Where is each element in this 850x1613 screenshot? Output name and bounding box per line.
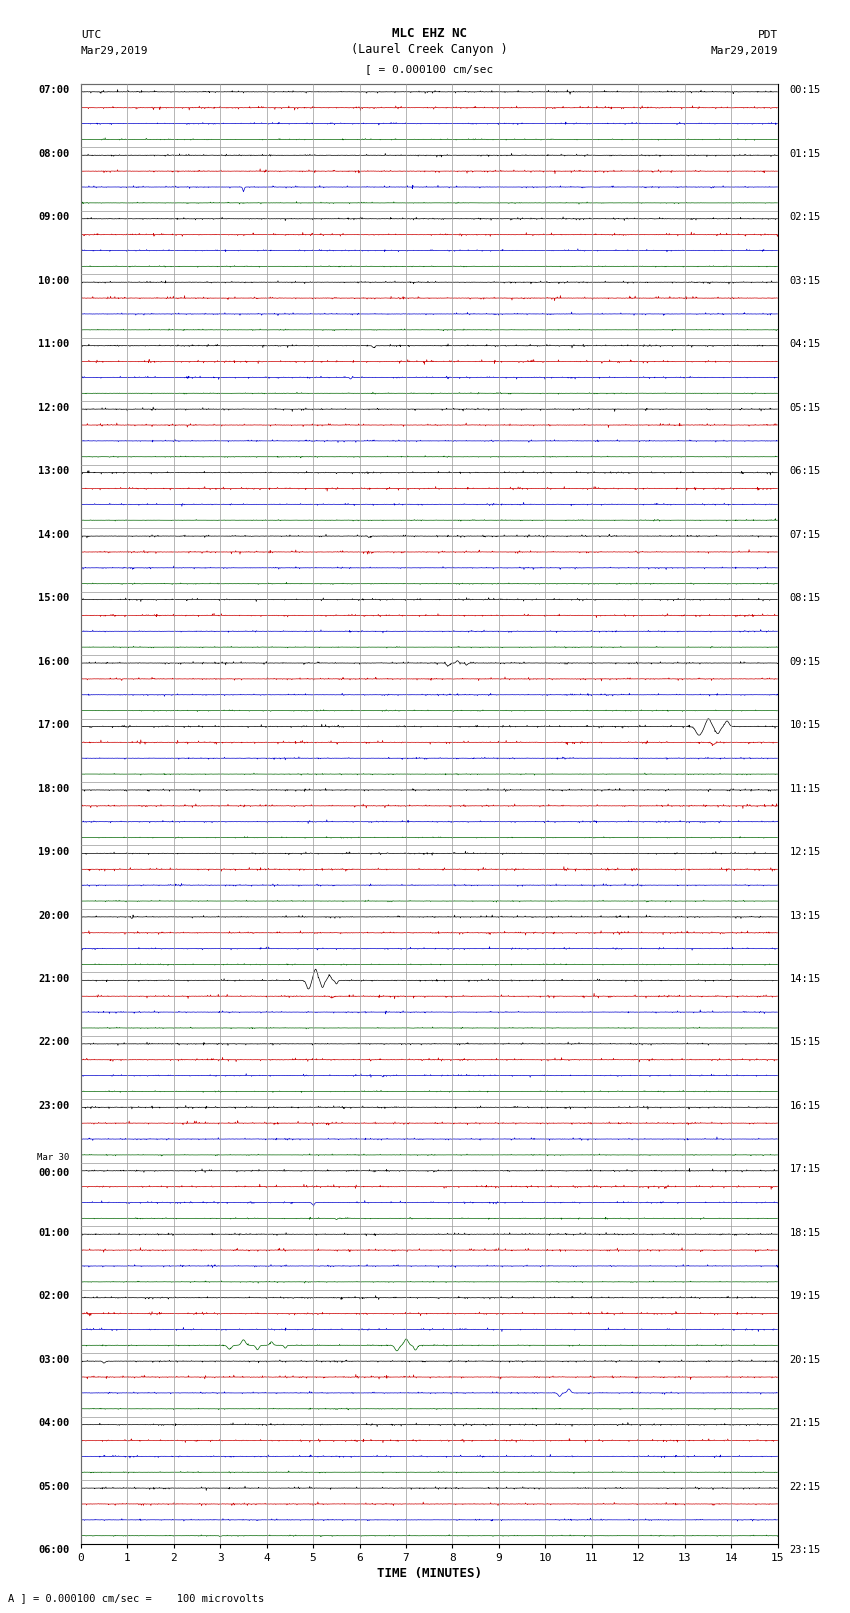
- Text: [ = 0.000100 cm/sec: [ = 0.000100 cm/sec: [366, 65, 493, 74]
- Text: 07:15: 07:15: [790, 529, 820, 540]
- Text: MLC EHZ NC: MLC EHZ NC: [392, 27, 467, 40]
- Text: 21:15: 21:15: [790, 1418, 820, 1428]
- Text: 03:00: 03:00: [38, 1355, 69, 1365]
- Text: 16:15: 16:15: [790, 1102, 820, 1111]
- Text: 17:15: 17:15: [790, 1165, 820, 1174]
- Text: 06:15: 06:15: [790, 466, 820, 476]
- Text: 20:15: 20:15: [790, 1355, 820, 1365]
- Text: 14:00: 14:00: [38, 529, 69, 540]
- Text: 16:00: 16:00: [38, 656, 69, 666]
- Text: 20:00: 20:00: [38, 911, 69, 921]
- Text: 14:15: 14:15: [790, 974, 820, 984]
- Text: 09:00: 09:00: [38, 213, 69, 223]
- Text: 21:00: 21:00: [38, 974, 69, 984]
- Text: 13:00: 13:00: [38, 466, 69, 476]
- Text: UTC: UTC: [81, 31, 101, 40]
- Text: 11:15: 11:15: [790, 784, 820, 794]
- Text: 23:15: 23:15: [790, 1545, 820, 1555]
- Text: 23:00: 23:00: [38, 1102, 69, 1111]
- Text: 22:15: 22:15: [790, 1482, 820, 1492]
- Text: 04:00: 04:00: [38, 1418, 69, 1428]
- Text: 18:15: 18:15: [790, 1227, 820, 1237]
- Text: 10:15: 10:15: [790, 719, 820, 731]
- Text: 08:00: 08:00: [38, 148, 69, 160]
- Text: 17:00: 17:00: [38, 719, 69, 731]
- Text: 19:15: 19:15: [790, 1292, 820, 1302]
- Text: 19:00: 19:00: [38, 847, 69, 857]
- Text: (Laurel Creek Canyon ): (Laurel Creek Canyon ): [351, 44, 507, 56]
- Text: 12:00: 12:00: [38, 403, 69, 413]
- Text: Mar29,2019: Mar29,2019: [81, 47, 148, 56]
- Text: 02:00: 02:00: [38, 1292, 69, 1302]
- Text: Mar 30: Mar 30: [37, 1153, 69, 1161]
- Text: 01:15: 01:15: [790, 148, 820, 160]
- Text: 12:15: 12:15: [790, 847, 820, 857]
- Text: 11:00: 11:00: [38, 339, 69, 350]
- Text: 05:00: 05:00: [38, 1482, 69, 1492]
- Text: A ] = 0.000100 cm/sec =    100 microvolts: A ] = 0.000100 cm/sec = 100 microvolts: [8, 1594, 264, 1603]
- Text: 09:15: 09:15: [790, 656, 820, 666]
- Text: 15:15: 15:15: [790, 1037, 820, 1047]
- Text: 06:00: 06:00: [38, 1545, 69, 1555]
- Text: 00:00: 00:00: [38, 1168, 69, 1179]
- Text: 03:15: 03:15: [790, 276, 820, 286]
- Text: 07:00: 07:00: [38, 85, 69, 95]
- Text: 01:00: 01:00: [38, 1227, 69, 1237]
- X-axis label: TIME (MINUTES): TIME (MINUTES): [377, 1566, 482, 1579]
- Text: 18:00: 18:00: [38, 784, 69, 794]
- Text: 13:15: 13:15: [790, 911, 820, 921]
- Text: 04:15: 04:15: [790, 339, 820, 350]
- Text: 02:15: 02:15: [790, 213, 820, 223]
- Text: 00:15: 00:15: [790, 85, 820, 95]
- Text: 10:00: 10:00: [38, 276, 69, 286]
- Text: 05:15: 05:15: [790, 403, 820, 413]
- Text: 08:15: 08:15: [790, 594, 820, 603]
- Text: PDT: PDT: [757, 31, 778, 40]
- Text: 22:00: 22:00: [38, 1037, 69, 1047]
- Text: Mar29,2019: Mar29,2019: [711, 47, 778, 56]
- Text: 15:00: 15:00: [38, 594, 69, 603]
